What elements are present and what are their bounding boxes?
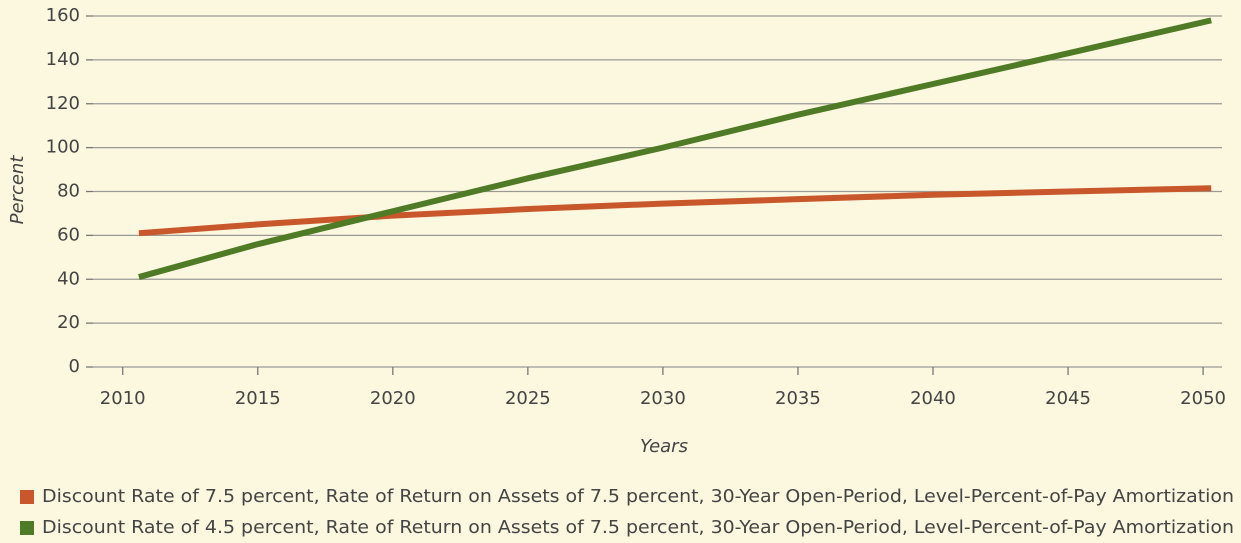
x-tick-label: 2025 xyxy=(505,388,551,409)
x-tick-label: 2045 xyxy=(1045,388,1091,409)
series-line xyxy=(138,17,1212,280)
x-axis-label: Years xyxy=(640,436,688,457)
x-tick-label: 2030 xyxy=(640,388,686,409)
x-tick-label: 2010 xyxy=(100,388,146,409)
y-tick-label: 160 xyxy=(46,5,80,26)
y-tick-label: 140 xyxy=(46,49,80,70)
legend-swatch xyxy=(20,490,34,504)
y-tick-label: 60 xyxy=(57,224,80,245)
x-tick-label: 2015 xyxy=(235,388,281,409)
y-tick-label: 120 xyxy=(46,93,80,114)
y-tick-label: 100 xyxy=(46,137,80,158)
y-axis-label: Percent xyxy=(7,155,28,225)
y-tick-label: 20 xyxy=(57,312,80,333)
legend-swatch xyxy=(20,521,34,535)
legend-label: Discount Rate of 7.5 percent, Rate of Re… xyxy=(42,486,1234,507)
x-tick-label: 2050 xyxy=(1180,388,1226,409)
y-tick-label: 40 xyxy=(57,268,80,289)
x-tick-label: 2020 xyxy=(370,388,416,409)
x-tick-label: 2035 xyxy=(775,388,821,409)
legend-label: Discount Rate of 4.5 percent, Rate of Re… xyxy=(42,517,1234,538)
x-tick-label: 2040 xyxy=(910,388,956,409)
y-tick-label: 80 xyxy=(57,181,80,202)
y-tick-label: 0 xyxy=(69,356,80,377)
series-line xyxy=(138,185,1212,237)
